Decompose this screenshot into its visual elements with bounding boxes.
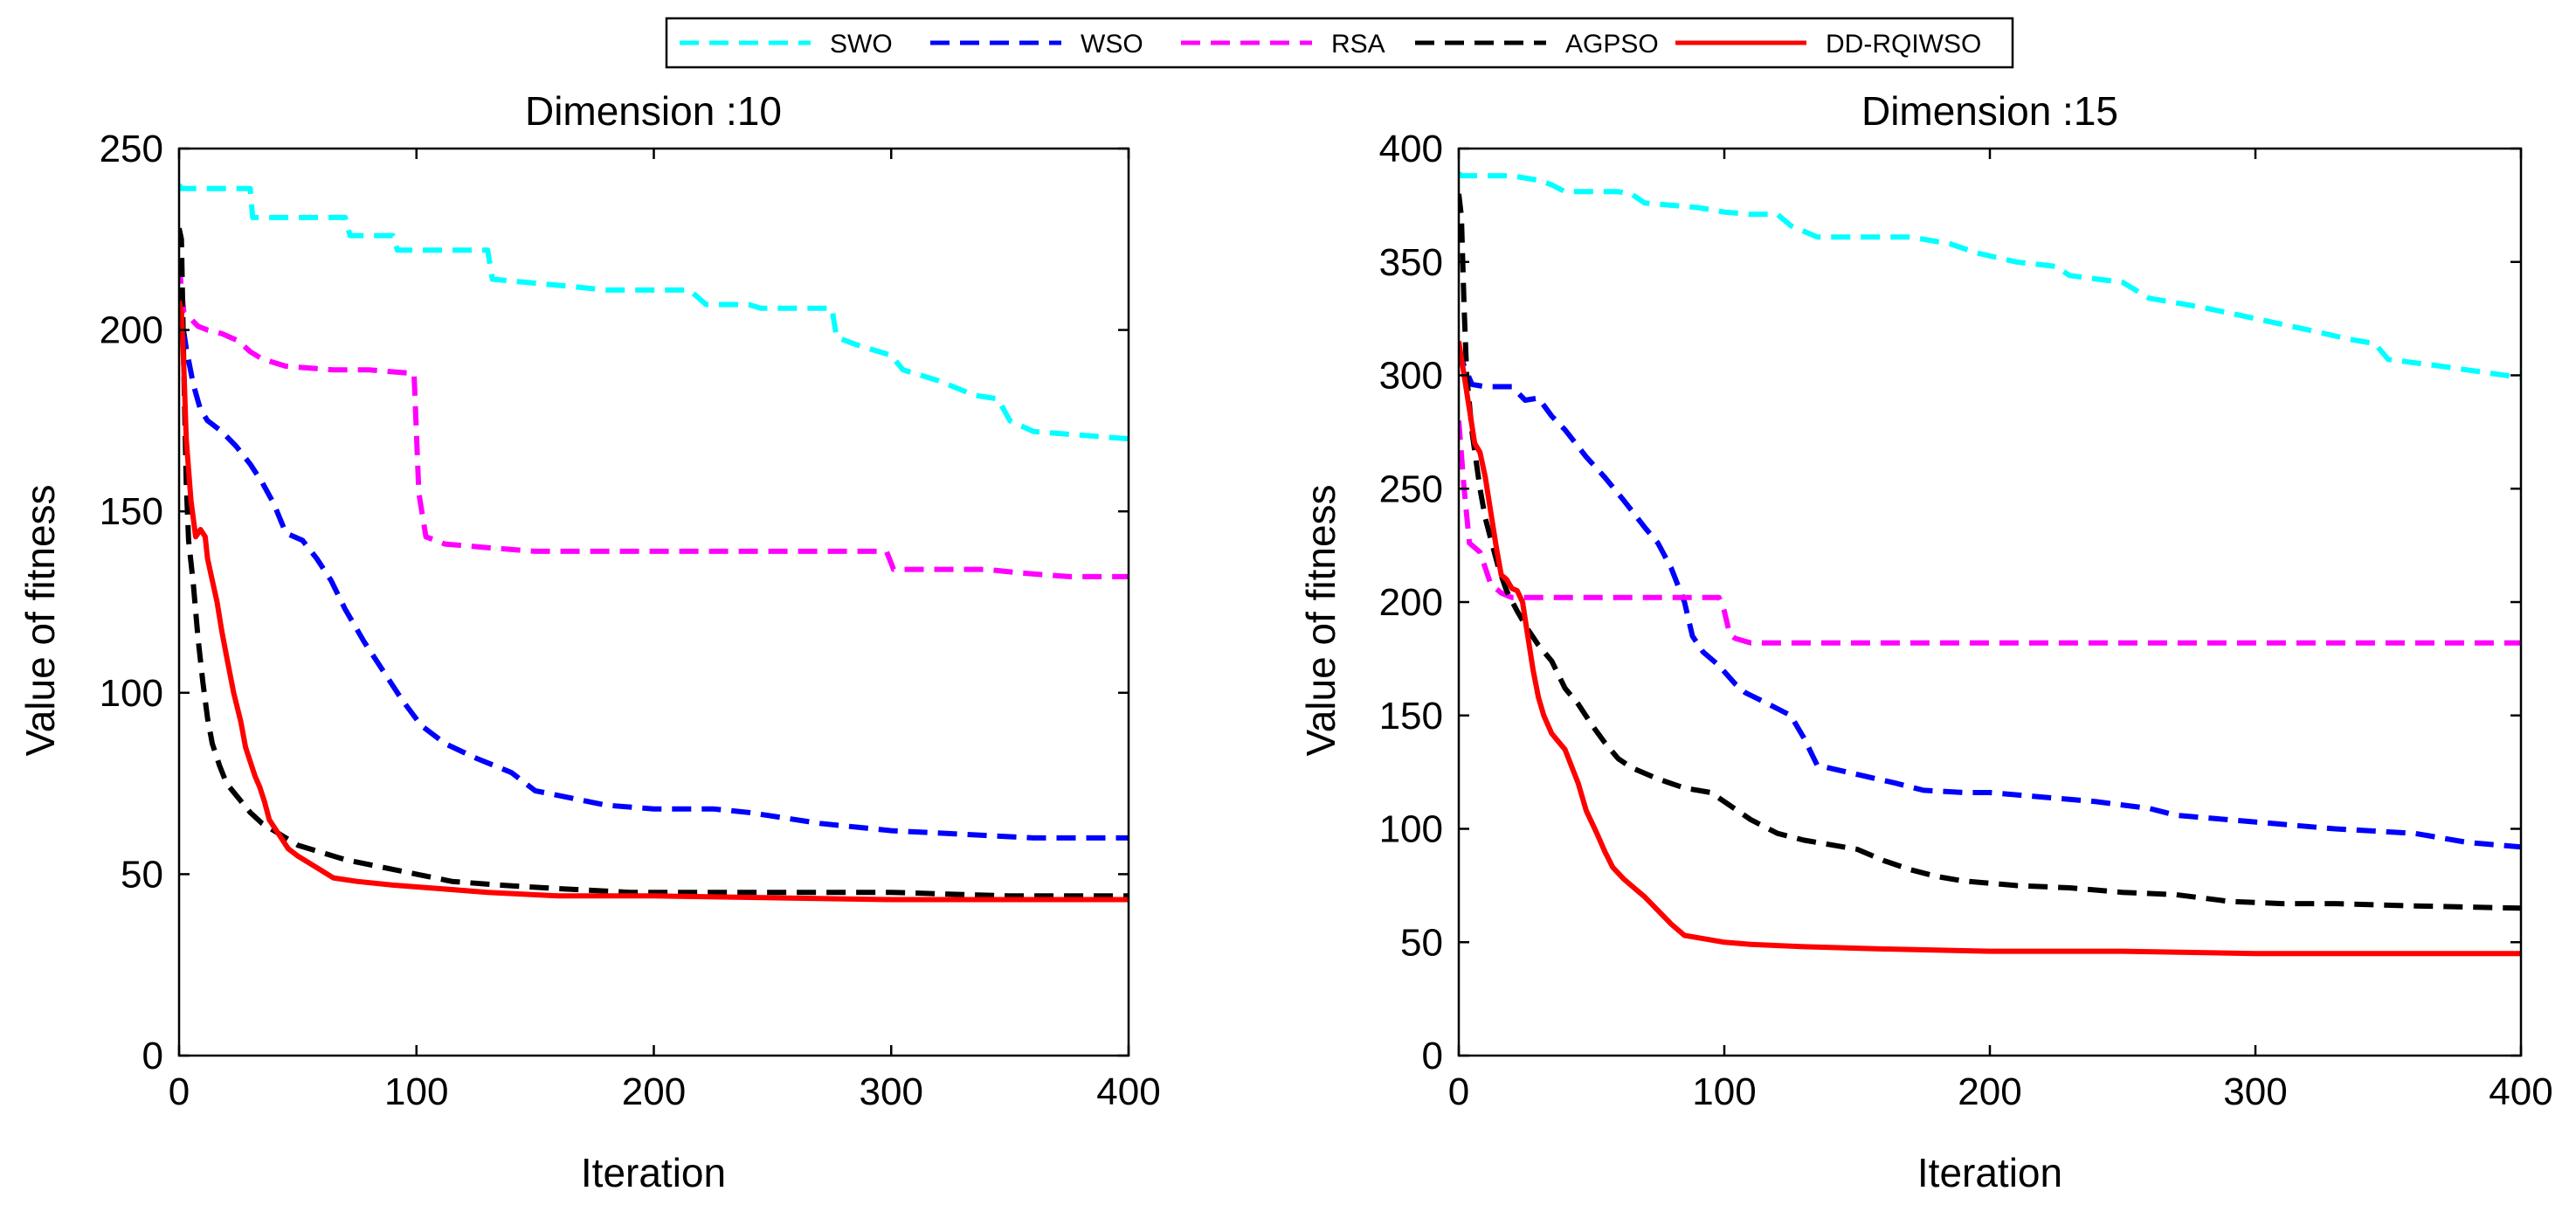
x-axis-label: Iteration [581, 1150, 726, 1195]
series-line-wso [1459, 347, 2521, 850]
series-lines [179, 183, 1129, 903]
y-tick-label: 0 [1422, 1035, 1443, 1077]
series-line-wso [179, 300, 1129, 841]
legend-label: WSO [1081, 30, 1143, 59]
series-line-agpso [1459, 193, 2521, 911]
y-tick-label: 150 [100, 490, 163, 533]
y-tick-label: 150 [1379, 695, 1443, 738]
y-tick-label: 50 [121, 853, 163, 896]
axes-frame [1457, 147, 2523, 1057]
x-tick-label: 100 [384, 1070, 448, 1113]
plot-area: 0 100 200 300 400 0 50 100 150 200 250 300 350 400 [1379, 128, 2553, 1113]
plot-area: 0 100 200 300 400 0 50 100 150 200 250 [100, 128, 1161, 1113]
legend-entry-swo: SWO [680, 30, 893, 59]
x-tick-label: 200 [1958, 1070, 2021, 1113]
legend-label: DD-RQIWSO [1826, 30, 1981, 59]
y-tick-label: 200 [1379, 581, 1443, 624]
y-tick-label: 350 [1379, 241, 1443, 284]
y-tick-label: 400 [1379, 128, 1443, 170]
series-lines [1459, 171, 2521, 957]
x-tick-label: 0 [1448, 1070, 1469, 1113]
chart-title: Dimension :15 [1861, 88, 2118, 134]
series-line-swo [1459, 171, 2521, 381]
x-tick-label: 100 [1692, 1070, 1756, 1113]
legend-label: RSA [1331, 30, 1385, 59]
x-tick-label: 400 [2489, 1070, 2552, 1113]
series-line-agpso [179, 227, 1129, 899]
series-line-dd-rqiwso [1459, 341, 2521, 957]
y-tick-label: 0 [142, 1035, 163, 1077]
chart-panel-dimension-15: Dimension :15 Value of fitness Iteration… [1298, 88, 2553, 1195]
y-tick-label: 50 [1400, 921, 1443, 964]
y-axis-label: Value of fitness [1298, 484, 1343, 756]
chart-title: Dimension :10 [525, 88, 782, 134]
legend-entry-wso: WSO [930, 30, 1143, 59]
y-axis-label: Value of fitness [17, 484, 63, 756]
series-line-dd-rqiwso [179, 300, 1129, 903]
legend-entry-agpso: AGPSO [1415, 30, 1659, 59]
chart-panel-dimension-10: Dimension :10 Value of fitness Iteration… [17, 88, 1161, 1195]
y-tick-label: 250 [100, 128, 163, 170]
axes-frame [177, 147, 1130, 1057]
series-line-swo [179, 183, 1129, 442]
y-tick-label: 100 [100, 672, 163, 715]
x-tick-label: 300 [2223, 1070, 2287, 1113]
y-tick-label: 300 [1379, 355, 1443, 398]
y-tick-label: 100 [1379, 808, 1443, 851]
y-tick-label: 200 [100, 309, 163, 352]
x-tick-label: 200 [622, 1070, 686, 1113]
series-line-rsa [1459, 420, 2521, 646]
x-tick-label: 300 [860, 1070, 923, 1113]
x-axis-label: Iteration [1917, 1150, 2062, 1195]
legend-label: SWO [830, 30, 893, 59]
series-line-rsa [179, 264, 1129, 579]
x-tick-label: 0 [169, 1070, 190, 1113]
legend: SWO WSO RSA AGPSO DD-RQIWSO [665, 17, 2014, 69]
y-tick-label: 250 [1379, 467, 1443, 510]
x-tick-label: 400 [1096, 1070, 1160, 1113]
legend-entry-rsa: RSA [1181, 30, 1385, 59]
legend-label: AGPSO [1565, 30, 1659, 59]
legend-entry-dd-rqiwso: DD-RQIWSO [1675, 30, 1981, 59]
